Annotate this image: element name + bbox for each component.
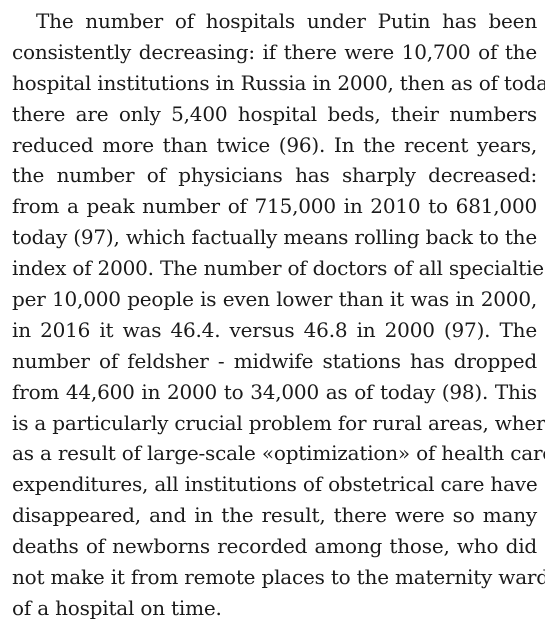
- text-line: consistently decreasing: if there were 1…: [12, 39, 537, 64]
- text-line: deaths of newborns recorded among those,…: [12, 534, 537, 559]
- text-line: number of feldsher - midwife stations ha…: [12, 348, 537, 373]
- text-line: The number of hospitals under Putin has …: [36, 9, 537, 33]
- text-line: expenditures, all institutions of obstet…: [12, 472, 538, 497]
- text-line: the number of physicians has sharply dec…: [12, 163, 537, 188]
- text-line: is a particularly crucial problem for ru…: [12, 410, 545, 435]
- text-line: reduced more than twice (96). In the rec…: [12, 132, 537, 157]
- text-line: of a hospital on time.: [12, 595, 222, 620]
- text-line: not make it from remote places to the ma…: [12, 565, 545, 590]
- paragraph: The number of hospitals under Putin has …: [12, 0, 545, 624]
- text-line: disappeared, and in the result, there we…: [12, 503, 537, 528]
- text-line: there are only 5,400 hospital beds, thei…: [12, 101, 537, 126]
- text-line: in 2016 it was 46.4. versus 46.8 in 2000…: [12, 317, 537, 342]
- text-line: index of 2000. The number of doctors of …: [12, 256, 545, 281]
- text-line: from 44,600 in 2000 to 34,000 as of toda…: [12, 379, 537, 404]
- text-line: from a peak number of 715,000 in 2010 to…: [12, 194, 537, 219]
- text-line: today (97), which factually means rollin…: [12, 225, 537, 250]
- text-line: as a result of large-scale «optimization…: [12, 441, 545, 466]
- text-line: hospital institutions in Russia in 2000,…: [12, 70, 545, 95]
- text-line: per 10,000 people is even lower than it …: [12, 287, 537, 312]
